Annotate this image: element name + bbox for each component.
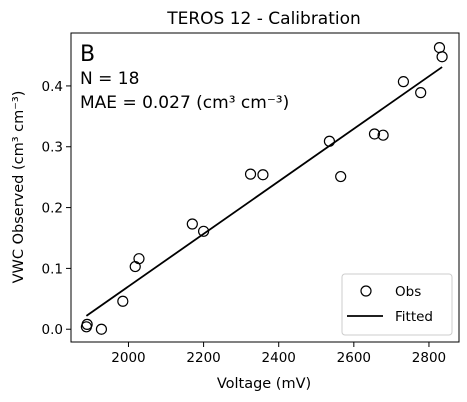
fitted-line	[85, 66, 443, 317]
observation-point	[186, 218, 198, 230]
observation-point	[323, 135, 336, 147]
observation-point	[257, 169, 269, 181]
observation-point	[95, 323, 108, 335]
y-tick-label: 0.0	[42, 322, 63, 338]
observation-point	[133, 253, 145, 265]
observation-point	[433, 41, 446, 54]
plot-frame	[70, 32, 460, 343]
legend-obs-marker	[360, 285, 372, 297]
legend-obs-label: Obs	[395, 284, 421, 300]
y-axis-label: VWC Observed (cm³ cm⁻³)	[11, 91, 27, 284]
y-tick-label: 0.3	[42, 140, 63, 156]
chart-title: TEROS 12 - Calibration	[166, 9, 361, 29]
fitted-line-layer	[85, 66, 443, 317]
y-tick-label: 0.2	[42, 201, 63, 217]
legend-fitted-label: Fitted	[395, 309, 433, 325]
observation-point	[335, 170, 347, 183]
observation-point	[436, 51, 448, 63]
observation-point	[244, 168, 257, 180]
legend: Obs Fitted	[341, 273, 453, 336]
y-tick-label: 0.4	[42, 79, 63, 95]
x-tick-label: 2800	[412, 350, 446, 366]
x-tick-label: 2400	[262, 350, 296, 366]
x-tick-label: 2200	[186, 350, 220, 366]
observation-point	[81, 318, 93, 330]
observation-point	[368, 128, 381, 140]
plot-area	[70, 32, 460, 343]
x-tick-label: 2000	[111, 350, 145, 366]
observation-point	[397, 76, 410, 88]
x-axis-ticks: 2000 2200 2400 2600 2800	[111, 342, 446, 366]
x-axis-label: Voltage (mV)	[217, 376, 311, 392]
observation-point	[377, 129, 389, 141]
observation-points-layer	[80, 41, 448, 335]
x-tick-label: 2600	[337, 350, 371, 366]
legend-box	[341, 273, 453, 336]
observation-point	[415, 87, 427, 99]
sample-count-text: N = 18	[80, 69, 139, 89]
y-axis-ticks: 0.0 0.1 0.2 0.3 0.4	[42, 79, 71, 338]
observation-point	[197, 225, 210, 237]
y-tick-label: 0.1	[42, 261, 63, 277]
observation-point	[117, 295, 129, 307]
mae-text: MAE = 0.027 (cm³ cm⁻³)	[80, 93, 289, 113]
panel-letter: B	[80, 42, 95, 67]
